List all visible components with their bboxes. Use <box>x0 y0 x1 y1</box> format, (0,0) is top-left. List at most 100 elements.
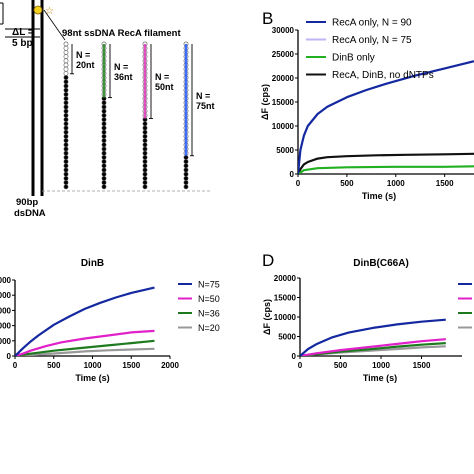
ssdna-base <box>101 121 107 127</box>
ssdna-base <box>142 159 148 164</box>
ssdna-base <box>101 133 107 139</box>
star-icon: ☆ <box>45 6 54 17</box>
ssdna-base <box>183 154 189 160</box>
ssdna-base <box>63 138 69 143</box>
y-tick-label: 000 <box>0 337 12 346</box>
ssdna-base <box>63 180 69 185</box>
ssdna-base <box>101 163 107 169</box>
series-line <box>15 339 155 356</box>
ssdna-base <box>101 138 107 143</box>
ssdna-base <box>101 146 107 152</box>
ssdna-base <box>101 167 107 173</box>
ssdna-base <box>63 83 69 89</box>
ssdna-base <box>101 117 107 122</box>
ssdna-base <box>142 125 148 131</box>
y-tick-label: 15000 <box>274 294 297 303</box>
y-tick-label: 0 <box>290 170 295 179</box>
x-tick-label: 0 <box>296 179 301 188</box>
x-tick-label: 1500 <box>122 361 140 370</box>
ssdna-base <box>142 133 148 139</box>
marker-label-length: 75nt <box>196 101 215 111</box>
ssdna-base <box>101 159 107 164</box>
y-tick-label: 5000 <box>276 146 294 155</box>
ssdna-base <box>63 163 69 169</box>
x-tick-label: 0 <box>13 361 18 370</box>
ssdna-base <box>101 142 107 148</box>
ssdna-base <box>142 184 148 190</box>
legend-label: RecA only, N = 75 <box>332 35 412 46</box>
marker-band <box>184 44 188 156</box>
ssdna-base <box>63 96 69 101</box>
ssdna-base <box>63 125 69 131</box>
ssdna-base <box>63 133 69 139</box>
ssdna-base <box>63 104 69 110</box>
ssdna-base <box>142 167 148 173</box>
axis-lines <box>14 280 170 357</box>
ssdna-base <box>101 108 107 114</box>
series-line <box>300 342 446 356</box>
ssdna-base <box>183 180 189 185</box>
series-line <box>300 318 446 356</box>
chart-c-dinb: 00000000000000000500100015002000Time (s)… <box>0 258 220 383</box>
ssdna-base <box>63 129 69 135</box>
ssdna-base <box>101 175 107 181</box>
delta-l-label: ΔL = <box>12 27 34 38</box>
ssdna-base <box>63 159 69 164</box>
ssdna-base <box>101 104 107 110</box>
ssdna-base <box>101 171 107 177</box>
marker-label-length: 20nt <box>76 60 95 70</box>
ssdna-base <box>63 117 69 122</box>
dsdna-type-label: dsDNA <box>14 208 46 219</box>
series-line <box>298 165 474 174</box>
ssdna-base <box>142 154 148 160</box>
y-tick-label: 15000 <box>272 98 295 107</box>
y-axis-label: ΔF (cps) <box>262 299 272 335</box>
panel-letter-b: B <box>262 9 273 28</box>
y-tick-label: 0 <box>7 352 12 361</box>
legend-label: N=50 <box>198 294 220 304</box>
legend-label: N=75 <box>198 280 220 290</box>
chart-title: DinB <box>81 258 104 269</box>
ssdna-base <box>63 79 69 85</box>
marker-label-n: N = <box>114 62 128 72</box>
marker-label-n: N = <box>76 50 90 60</box>
ssdna-base <box>101 129 107 135</box>
y-tick-label: 000 <box>0 322 12 331</box>
ssdna-base <box>101 100 107 106</box>
ssdna-base <box>63 150 69 156</box>
schematic-diagram: ΔL = 5 bp ☆ 98nt ssDNA RecA filament N =… <box>0 0 215 219</box>
y-tick-label: 10000 <box>274 313 297 322</box>
ssdna-base <box>101 113 107 118</box>
ssdna-base <box>63 108 69 114</box>
marker-band <box>143 44 147 119</box>
chart-title: DinB(C66A) <box>353 258 409 269</box>
series-line <box>298 152 474 174</box>
ssdna-base <box>142 142 148 148</box>
ssdna-base <box>63 92 69 97</box>
ssdna-base <box>183 171 189 177</box>
y-tick-label: 20000 <box>274 274 297 283</box>
ssdna-base <box>142 129 148 135</box>
ssdna-base <box>63 167 69 173</box>
y-tick-label: 20000 <box>272 74 295 83</box>
ssdna-base <box>183 175 189 181</box>
y-tick-label: 25000 <box>272 50 295 59</box>
x-tick-label: 1500 <box>413 361 431 370</box>
series-line <box>300 338 446 356</box>
x-tick-label: 1000 <box>372 361 390 370</box>
ssdna-base <box>142 146 148 152</box>
ssdna-base <box>183 184 189 190</box>
ssdna-base <box>142 163 148 169</box>
x-tick-label: 0 <box>298 361 303 370</box>
legend-label: N=36 <box>198 309 220 319</box>
x-tick-label: 500 <box>340 179 354 188</box>
ssdna-base <box>101 184 107 190</box>
ssdna-base <box>183 167 189 173</box>
ssdna-base <box>63 75 69 80</box>
ssdna-base <box>63 121 69 127</box>
ssdna-base <box>63 171 69 177</box>
filament-label: 98nt ssDNA RecA filament <box>62 28 181 39</box>
x-axis-label: Time (s) <box>363 373 397 383</box>
